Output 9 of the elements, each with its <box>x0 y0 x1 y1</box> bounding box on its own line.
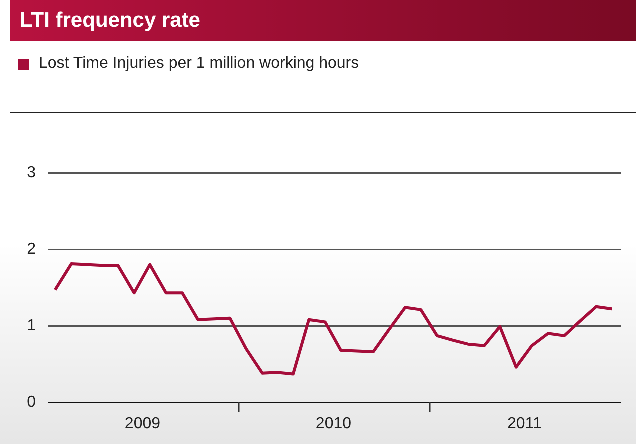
legend-label: Lost Time Injuries per 1 million working hours <box>39 55 360 73</box>
x-tick-label: 2011 <box>508 416 542 433</box>
y-tick-label: 3 <box>27 164 36 182</box>
x-tick-label: 2009 <box>124 416 161 433</box>
y-tick-label: 0 <box>27 394 36 411</box>
y-tick-label: 2 <box>27 240 36 258</box>
x-tick-label: 2010 <box>316 416 352 433</box>
y-tick-label: 1 <box>27 317 36 334</box>
chart-title: LTI frequency rate <box>10 0 636 41</box>
